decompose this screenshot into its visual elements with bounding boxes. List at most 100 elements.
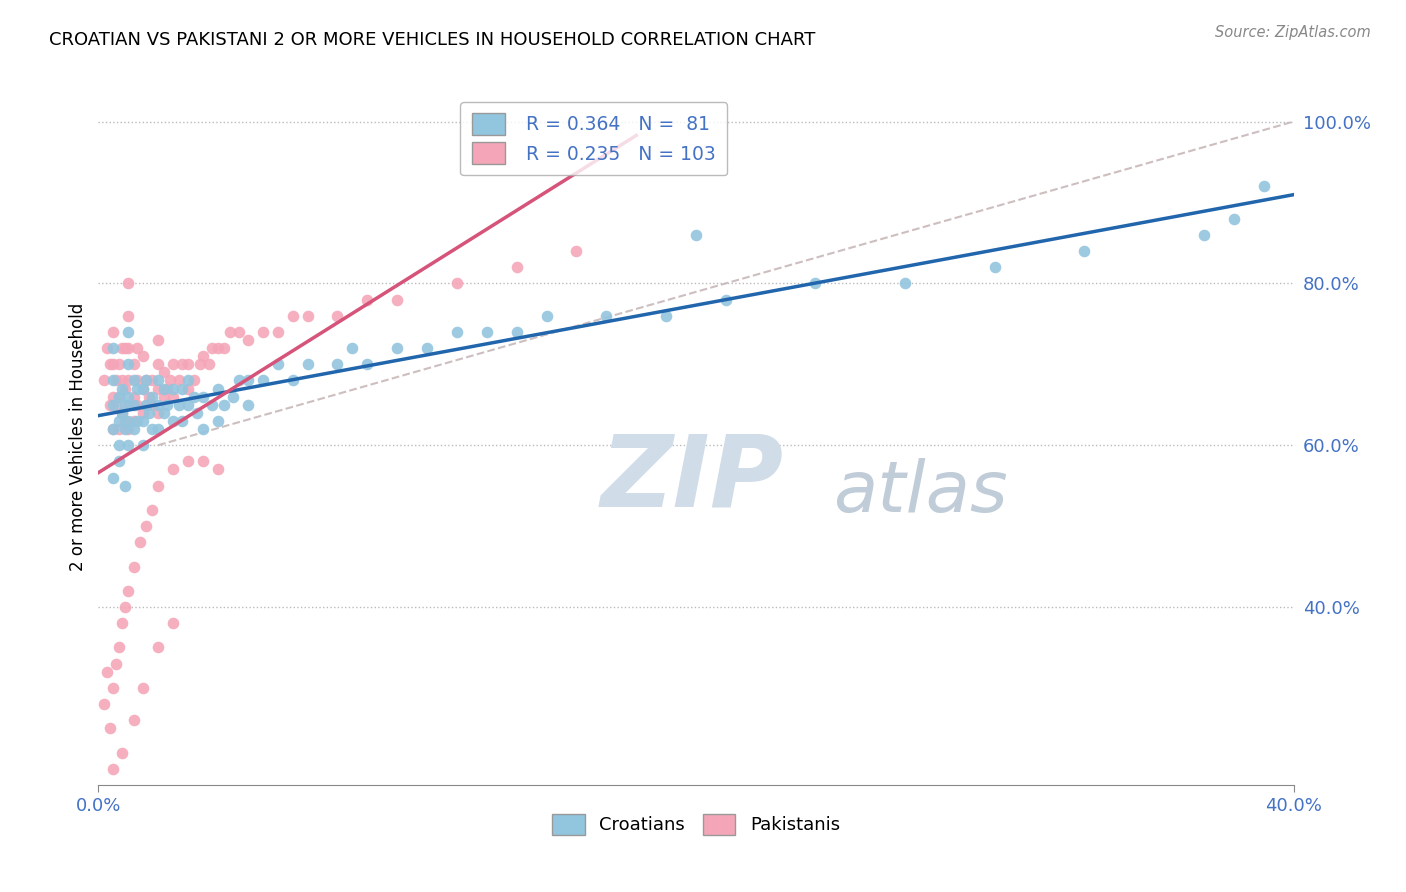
Point [356,357,378,371]
Point [93,697,115,711]
Point [148,398,170,412]
Point [172,414,194,428]
Point [135,398,157,412]
Point [127,414,149,428]
Point [111,341,134,355]
Point [117,390,139,404]
Point [108,438,131,452]
Point [297,309,319,323]
Point [103,325,125,339]
Point [129,535,152,549]
Point [714,293,737,307]
Point [117,325,139,339]
Point [105,398,128,412]
Point [342,341,364,355]
Point [108,422,131,436]
Point [124,414,146,428]
Point [984,260,1007,275]
Point [117,277,139,291]
Point [356,293,378,307]
Point [148,333,170,347]
Point [506,260,529,275]
Point [124,374,146,388]
Point [252,325,274,339]
Point [148,374,170,388]
Point [281,374,304,388]
Point [297,357,319,371]
Point [183,390,205,404]
Point [595,309,617,323]
Point [132,681,155,695]
Point [135,398,157,412]
Point [385,293,409,307]
Point [207,341,229,355]
Point [385,341,409,355]
Point [111,382,134,396]
Point [127,374,149,388]
Point [172,382,194,396]
Point [132,414,155,428]
Text: atlas: atlas [834,458,1008,527]
Point [108,390,131,404]
Point [326,357,349,371]
Point [114,398,136,412]
Point [446,277,468,291]
Point [98,722,122,736]
Point [655,309,678,323]
Point [124,357,146,371]
Point [162,414,184,428]
Point [117,398,139,412]
Point [138,406,160,420]
Point [148,357,170,371]
Point [162,616,184,631]
Point [201,398,224,412]
Point [111,406,134,420]
Point [127,341,149,355]
Point [236,398,259,412]
Point [153,365,176,379]
Point [141,374,163,388]
Point [132,349,155,363]
Point [111,406,134,420]
Point [188,357,211,371]
Point [117,309,139,323]
Text: ZIP: ZIP [600,430,783,527]
Point [153,390,176,404]
Point [105,657,128,671]
Point [114,478,136,492]
Point [141,422,163,436]
Point [1223,211,1246,226]
Point [804,277,827,291]
Point [117,422,139,436]
Point [135,519,157,533]
Point [162,357,184,371]
Point [93,374,115,388]
Point [222,390,245,404]
Text: CROATIAN VS PAKISTANI 2 OR MORE VEHICLES IN HOUSEHOLD CORRELATION CHART: CROATIAN VS PAKISTANI 2 OR MORE VEHICLES… [49,31,815,49]
Point [132,438,155,452]
Point [132,406,155,420]
Point [132,382,155,396]
Point [281,309,304,323]
Point [103,398,125,412]
Point [96,341,118,355]
Point [191,454,214,468]
Point [186,406,208,420]
Point [153,406,176,420]
Point [1073,244,1095,258]
Point [177,398,200,412]
Point [148,406,170,420]
Point [98,357,122,371]
Point [475,325,498,339]
Point [167,374,190,388]
Point [141,398,163,412]
Point [212,341,235,355]
Point [103,357,125,371]
Point [103,374,125,388]
Point [228,374,250,388]
Point [183,374,205,388]
Point [894,277,917,291]
Point [156,382,179,396]
Point [162,390,184,404]
Point [117,341,139,355]
